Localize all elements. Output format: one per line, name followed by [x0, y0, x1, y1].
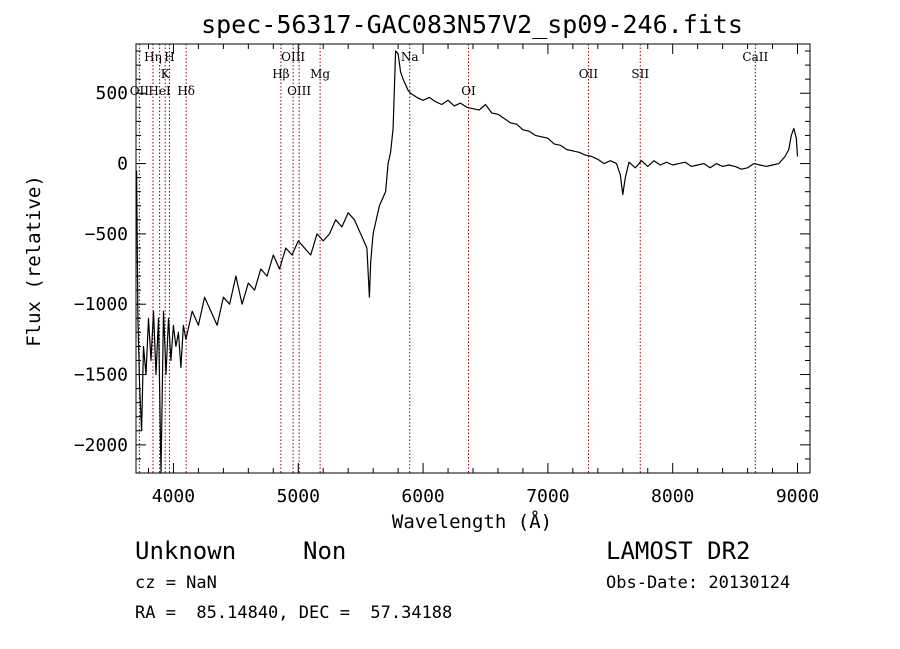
- y-axis-label: Flux (relative): [23, 175, 45, 347]
- y-tick-label: 500: [95, 83, 128, 104]
- x-tick-label: 5000: [277, 486, 320, 507]
- y-tick-label: −1500: [74, 365, 128, 386]
- y-axis: −2000 −1500 −1000 −500 0 500: [74, 50, 810, 460]
- x-axis: 4000 5000 6000 7000 8000 9000: [147, 44, 819, 507]
- marker-label: HeI: [148, 84, 171, 98]
- classification-text: Unknown: [135, 537, 237, 565]
- x-axis-label: Wavelength (Å): [392, 510, 552, 533]
- coordinates-text: RA = 85.14840, DEC = 57.34188: [135, 603, 453, 623]
- spectrum-series: [136, 50, 799, 474]
- marker-label: OIII: [287, 84, 311, 98]
- y-tick-label: 0: [117, 154, 128, 175]
- x-tick-label: 9000: [776, 486, 819, 507]
- subclass-text: Non: [303, 537, 347, 565]
- x-tick-label: 8000: [651, 486, 694, 507]
- obs-date-text: Obs-Date: 20130124: [606, 573, 791, 593]
- y-tick-label: −1000: [74, 294, 128, 315]
- chart-title: spec-56317-GAC083N57V2_sp09-246.fits: [201, 10, 743, 39]
- x-tick-label: 4000: [152, 486, 195, 507]
- marker-label: OII: [579, 67, 599, 81]
- y-tick-label: −2000: [74, 435, 128, 456]
- marker-label: OII: [130, 84, 150, 98]
- marker-label: OI: [461, 84, 476, 98]
- y-tick-label: −500: [85, 224, 128, 245]
- spectral-line-markers: OII Hη HeI HK Hδ Hβ OIII OIII Mg Na OI OII SII CaII: [130, 44, 768, 473]
- x-tick-label: 6000: [401, 486, 444, 507]
- marker-label: Hβ: [272, 67, 289, 81]
- marker-label: H: [164, 50, 174, 64]
- marker-label: CaII: [742, 50, 768, 64]
- marker-label: Mg: [310, 67, 330, 81]
- marker-label: Hη: [144, 50, 162, 64]
- marker-label: SII: [631, 67, 649, 81]
- marker-label: Na: [401, 50, 419, 64]
- survey-text: LAMOST DR2: [606, 537, 751, 565]
- marker-label: K: [161, 67, 171, 81]
- marker-label: Hδ: [177, 84, 195, 98]
- marker-label: OIII: [281, 50, 305, 64]
- cz-text: cz = NaN: [135, 573, 217, 593]
- spectrum-line: [136, 50, 799, 474]
- x-tick-label: 7000: [526, 486, 569, 507]
